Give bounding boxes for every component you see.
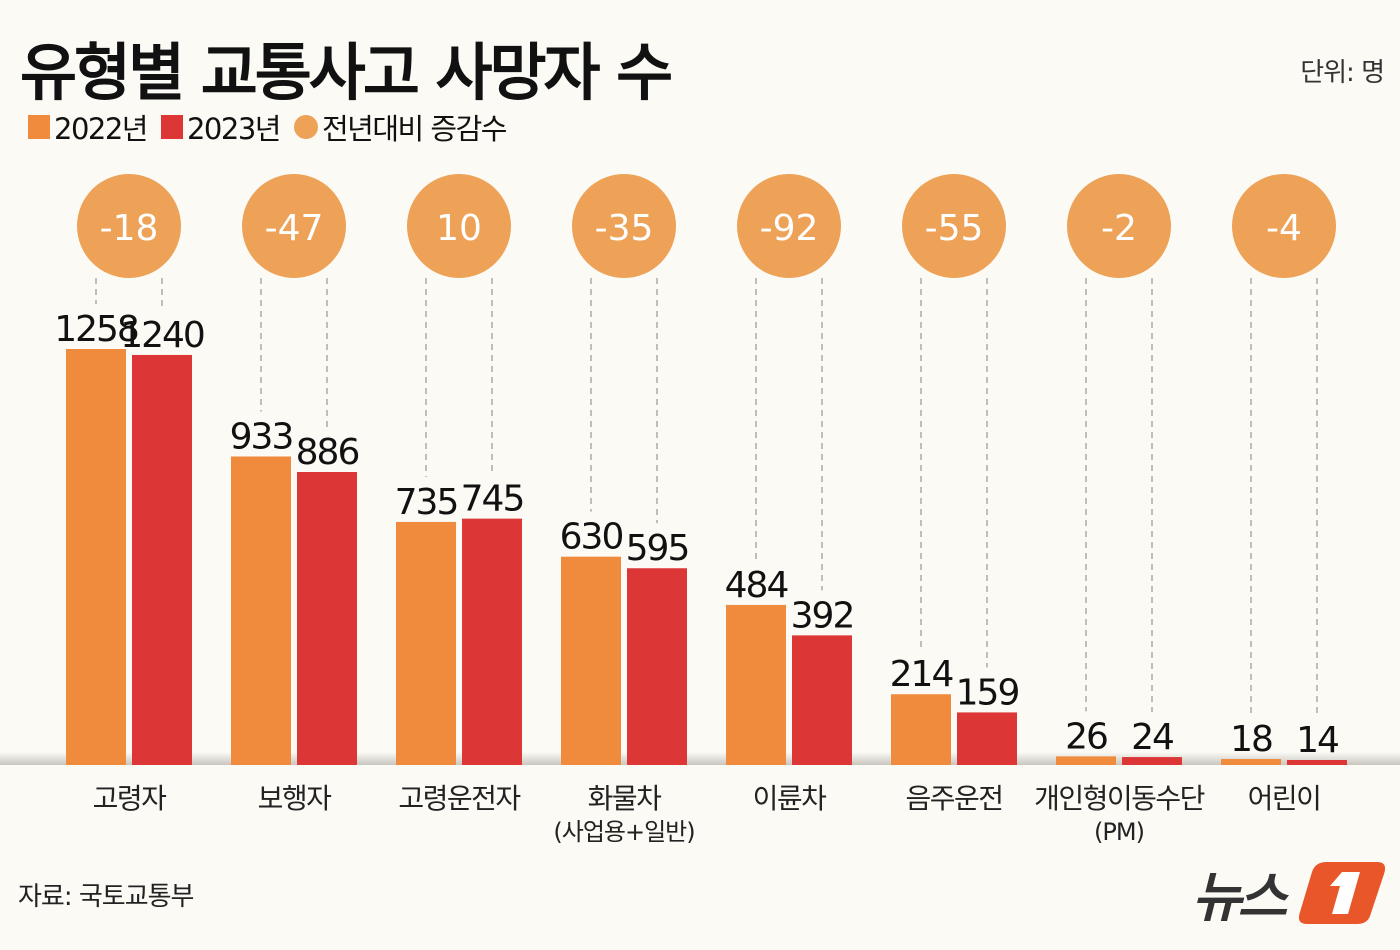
bar-2023년 — [957, 712, 1017, 765]
category-label: 이륜차 — [753, 782, 827, 815]
data-label: 630 — [560, 517, 623, 558]
bar-2023년 — [627, 568, 687, 765]
category-label: 개인형이동수단 — [1034, 782, 1205, 815]
bar-2023년 — [1287, 760, 1347, 765]
change-circle — [1067, 174, 1171, 278]
category-label: 보행자 — [258, 782, 332, 815]
category-label: 고령자 — [93, 782, 167, 815]
bar-2023년 — [792, 635, 852, 765]
change-circle — [737, 174, 841, 278]
change-label: 10 — [436, 208, 482, 249]
change-circle — [902, 174, 1006, 278]
legend-item-2022: 2022년 — [28, 106, 148, 148]
legend-label: 2023년 — [186, 112, 281, 146]
data-label: 26 — [1065, 716, 1107, 757]
change-label: -18 — [100, 208, 159, 249]
legend-dot-change — [293, 115, 318, 139]
data-label: 484 — [725, 565, 788, 606]
data-label: 159 — [956, 672, 1019, 713]
legend: 2022년 2023년 전년대비 증감수 — [28, 106, 520, 148]
change-label: -55 — [925, 208, 984, 249]
bar-2023년 — [462, 518, 522, 765]
bar-2022년 — [1221, 759, 1281, 765]
bar-2022년 — [396, 521, 456, 765]
data-label: 595 — [626, 528, 689, 569]
data-label: 735 — [395, 482, 458, 523]
change-circle — [572, 174, 676, 278]
data-label: 392 — [791, 595, 854, 636]
data-label: 214 — [890, 654, 953, 695]
change-circle — [77, 174, 181, 278]
legend-swatch-2022 — [28, 115, 50, 139]
category-label: 어린이 — [1248, 782, 1321, 815]
legend-swatch-2023 — [160, 115, 183, 139]
baseline-band — [0, 752, 1400, 765]
bar-2023년 — [132, 354, 192, 765]
data-label: 933 — [230, 416, 293, 457]
bar-2022년 — [726, 604, 786, 765]
bar-2022년 — [231, 456, 291, 765]
category-sublabel: (PM) — [1094, 818, 1144, 846]
data-label: 1258 — [54, 309, 138, 350]
change-circle — [242, 174, 346, 278]
bar-2022년 — [891, 694, 951, 765]
change-label: -4 — [1266, 208, 1302, 249]
bar-2023년 — [1122, 757, 1182, 765]
source-note: 자료: 국토교통부 — [18, 882, 194, 912]
change-label: -35 — [595, 208, 654, 249]
change-circle — [1232, 174, 1336, 278]
data-label: 886 — [296, 432, 359, 473]
bar-2022년 — [66, 349, 126, 765]
news1-logo: 뉴스 — [1192, 862, 1386, 928]
data-label: 24 — [1131, 717, 1173, 758]
legend-item-change: 전년대비 증감수 — [293, 106, 507, 148]
bar-2023년 — [297, 472, 357, 765]
legend-label: 전년대비 증감수 — [321, 112, 507, 146]
legend-label: 2022년 — [54, 112, 148, 146]
category-label: 고령운전자 — [398, 782, 520, 815]
data-label: 14 — [1296, 720, 1338, 761]
unit-label: 단위: 명 — [1300, 58, 1385, 88]
change-label: -47 — [265, 208, 324, 249]
category-label: 화물차 — [588, 782, 662, 815]
data-label: 18 — [1230, 719, 1272, 760]
svg-text:뉴스: 뉴스 — [1192, 866, 1290, 928]
data-label: 1240 — [120, 315, 204, 356]
change-label: -92 — [760, 208, 819, 249]
category-label: 음주운전 — [905, 782, 1002, 815]
change-circle — [407, 174, 511, 278]
category-sublabel: (사업용+일반) — [553, 818, 694, 846]
data-label: 745 — [461, 479, 524, 520]
legend-item-2023: 2023년 — [160, 106, 281, 148]
change-label: -2 — [1101, 208, 1137, 249]
bar-2022년 — [1056, 756, 1116, 765]
bar-2022년 — [561, 556, 621, 765]
chart-title: 유형별 교통사고 사망자 수 — [20, 36, 673, 109]
